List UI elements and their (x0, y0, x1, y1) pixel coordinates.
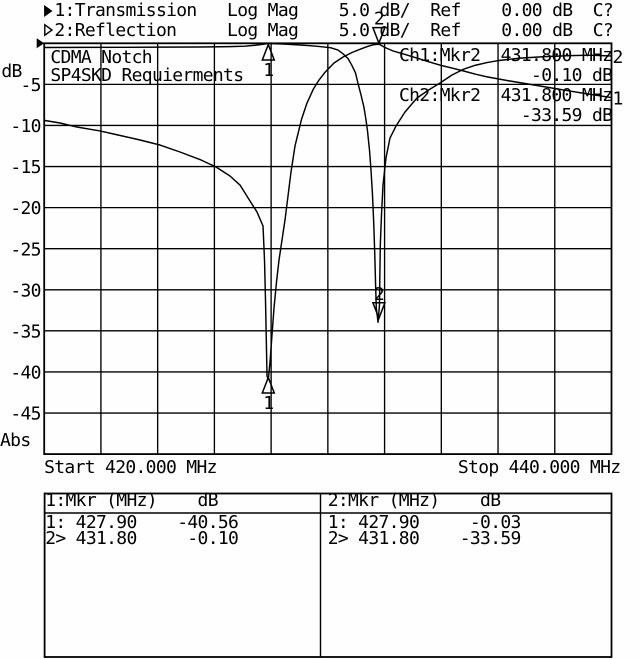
marker1-ch1-label: 1 (263, 393, 273, 414)
marker-table-left-row2: 2> 431.80 -0.10 (45, 528, 239, 550)
marker-table-right-header: 2:Mkr (MHz) dB (327, 490, 501, 512)
y-axis-tick-label: -20 (10, 198, 40, 219)
trace-number-label: 2 (613, 47, 623, 68)
trace-number-label: 1 (613, 89, 623, 110)
marker1-ch2-symbol-icon (261, 42, 276, 61)
marker2-ch1-symbol-icon (371, 26, 387, 46)
marker1-ch1-symbol-icon (261, 375, 276, 394)
marker1-ch2-label: 1 (263, 60, 273, 81)
marker-table-right-row1: 1: 427.90 -0.03 (327, 512, 522, 534)
marker2-ch2-label: 2 (374, 284, 384, 305)
y-axis-tick-label: -5 (20, 75, 40, 96)
y-axis-bottom-label: Abs (0, 429, 31, 451)
y-axis-tick-label: -10 (10, 116, 40, 137)
stop-frequency-label: Stop 440.000 MHz (457, 456, 621, 478)
y-axis-tick-label: -35 (10, 321, 40, 342)
y-axis-tick-label: -40 (10, 362, 40, 383)
ch2-marker-readout-freq: Ch2:Mkr2 431.800 MHz (399, 84, 613, 106)
y-axis-unit-label: dB (1, 60, 22, 82)
y-axis-tick-label: -15 (10, 157, 40, 178)
marker-table-border (43, 492, 613, 658)
ch1-marker-readout-freq: Ch1:Mkr2 431.800 MHz (399, 44, 613, 66)
channel2-status-line: 2:Reflection Log Mag 5.0 dB/ Ref 0.00 dB… (54, 19, 614, 41)
marker-table-left-header: 1:Mkr (MHz) dB (45, 490, 218, 512)
y-axis-tick-label: -25 (10, 239, 40, 260)
channel1-active-indicator-icon (44, 5, 53, 17)
channel1-status-line: 1:Transmission Log Mag 5.0 dB/ Ref 0.00 … (54, 0, 614, 22)
marker2-ch1-label: 2 (374, 9, 384, 30)
y-axis-tick-label: -30 (10, 280, 40, 301)
marker2-ch2-symbol-icon (371, 302, 387, 321)
marker-table-left-row1: 1: 427.90 -40.56 (45, 512, 239, 534)
start-frequency-label: Start 420.000 MHz (44, 456, 217, 478)
trace-transmission (44, 43, 612, 381)
y-axis-tick-label: -45 (10, 404, 40, 425)
ch2-marker-readout-level: -33.59 dB (399, 104, 613, 126)
ch1-marker-readout-level: -0.10 dB (399, 64, 613, 86)
marker-table-right-row2: 2> 431.80 -33.59 (327, 528, 522, 550)
channel2-indicator-icon (44, 23, 54, 37)
trace-reflection (44, 42, 612, 323)
plot-title-line1: CDMA Notch (50, 46, 152, 68)
plot-title-line2: SP4SKD Requierments (50, 65, 244, 87)
reference-level-indicator-icon (36, 38, 45, 49)
